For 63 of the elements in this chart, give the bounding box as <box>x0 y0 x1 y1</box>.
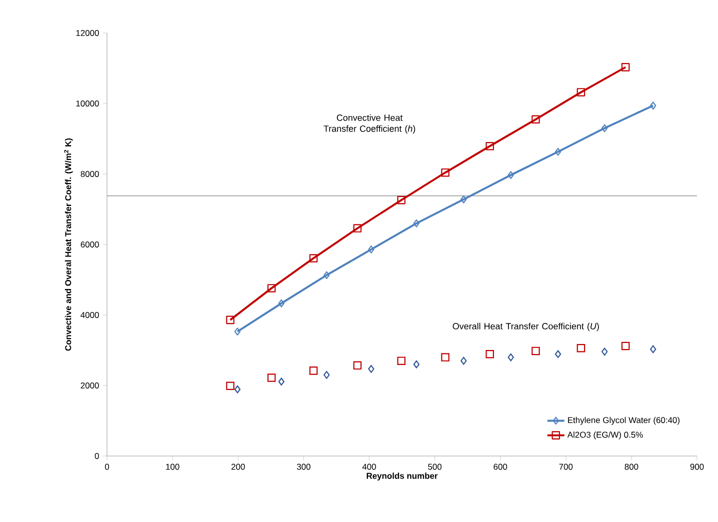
point <box>324 271 330 280</box>
point <box>554 350 562 358</box>
x-tick-label: 600 <box>494 464 508 470</box>
point <box>532 346 540 356</box>
y-tick-label: 4000 <box>80 312 99 318</box>
point <box>460 195 467 204</box>
x-tick-label: 300 <box>296 464 310 470</box>
point <box>353 361 362 370</box>
x-tick-label: 800 <box>624 464 638 470</box>
x-tick-label: 700 <box>559 464 573 470</box>
x-tick-label: 0 <box>104 464 110 470</box>
point <box>368 364 374 373</box>
point <box>576 88 586 96</box>
point <box>278 299 284 308</box>
point <box>353 224 362 232</box>
point <box>650 345 656 354</box>
x-tick-label: 100 <box>166 464 180 470</box>
point <box>460 356 467 365</box>
point <box>621 342 630 350</box>
legend-label: Ethylene Glycol Water (60:40) <box>568 416 680 425</box>
point <box>486 350 494 358</box>
point <box>554 148 562 156</box>
point <box>397 196 406 204</box>
point <box>601 348 608 356</box>
y-tick-label: 10000 <box>76 100 99 106</box>
y-tick-label: 2000 <box>80 382 99 388</box>
point <box>532 115 540 124</box>
x-tick-label: 200 <box>231 464 245 470</box>
legend-label: Al2O3 (EG/W) 0.5% <box>567 431 643 440</box>
point <box>441 168 450 177</box>
point <box>576 344 586 352</box>
point <box>441 353 450 362</box>
point <box>368 245 374 254</box>
point <box>621 63 630 72</box>
point <box>309 366 318 375</box>
y-axis-title: Convective and Overal Heat Transfer Coeff. (W/m$^{2}$ K) <box>64 138 73 351</box>
annotation: Overall Heat Transfer Coefficient (U) <box>452 322 599 332</box>
point <box>413 360 420 368</box>
x-axis-title: Reynolds number <box>366 472 438 481</box>
point <box>309 254 318 262</box>
point <box>601 124 608 132</box>
point <box>278 378 284 386</box>
annotation: Convective Heat Transfer Coefficient (h) <box>324 114 416 134</box>
point <box>413 219 420 228</box>
point <box>508 171 514 179</box>
point <box>234 385 241 394</box>
point <box>226 316 234 324</box>
x-tick-label: 900 <box>690 464 704 470</box>
point <box>226 382 234 390</box>
point <box>486 142 494 150</box>
y-tick-label: 8000 <box>80 171 99 177</box>
point <box>234 328 241 336</box>
x-tick-label: 400 <box>362 464 376 470</box>
point <box>650 102 656 110</box>
point <box>267 284 276 292</box>
y-tick-label: 6000 <box>80 242 99 248</box>
point <box>508 353 514 362</box>
point <box>324 370 330 379</box>
x-tick-label: 500 <box>428 464 442 470</box>
y-tick-label: 0 <box>94 453 99 459</box>
point <box>397 356 406 365</box>
point <box>267 374 276 382</box>
y-tick-label: 12000 <box>76 30 99 36</box>
